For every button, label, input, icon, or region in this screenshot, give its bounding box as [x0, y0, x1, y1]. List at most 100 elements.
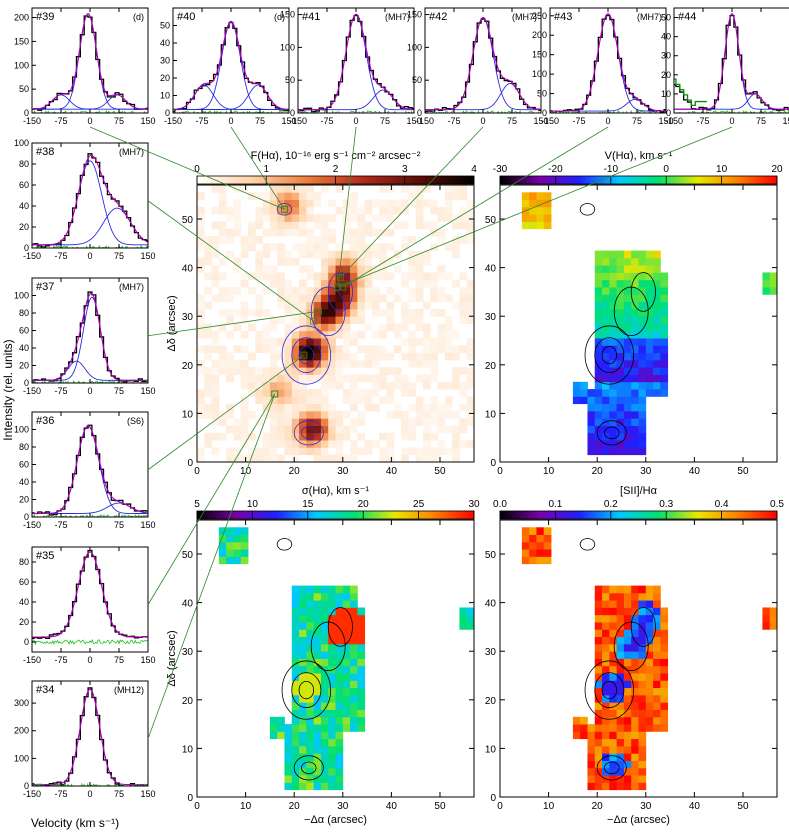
aperture-box	[336, 273, 344, 281]
observed-profile	[32, 687, 148, 786]
y-tick-label: 200	[14, 13, 29, 23]
y-tick-label: 100	[14, 753, 29, 763]
y-tick-label: 100	[532, 69, 547, 79]
x-tick-label: 75	[380, 116, 390, 126]
x-tick-label: 40	[689, 466, 701, 477]
y-tick-label: 30	[160, 56, 170, 66]
spectrum-panel: -150 -75 0 75 150 0 20 40 60 80 100 #36 (S6)	[14, 411, 156, 530]
spectrum-frame	[31, 7, 149, 114]
x-tick-label: 0	[729, 116, 734, 126]
y-tick-label: 40	[485, 264, 497, 275]
x-tick-label: 0	[497, 466, 503, 477]
y-tick-label: 60	[19, 326, 29, 336]
map-title: V(Hα), km s⁻¹	[605, 150, 673, 162]
x-tick-label: 150	[281, 116, 296, 126]
panel-id: #44	[678, 11, 696, 23]
x-tick-label: 0	[353, 116, 358, 126]
contour	[291, 672, 322, 708]
map-panel: 0 10 20 30 40 50 0 10 20 30 40 50 −Δα (arcsec) Δδ (ar…	[166, 485, 480, 826]
colorbar-tick-label: 2	[333, 164, 339, 175]
map-panel: 0 10 20 30 40 50 0 10 20 30 40 50 -30 -20 -10 0 10 20 V(Hα…	[485, 150, 783, 477]
colorbar-tick-label: 30	[468, 499, 480, 510]
y-tick-label: 10	[661, 89, 671, 99]
contour	[579, 203, 596, 216]
x-tick-label: 0	[497, 801, 503, 812]
colorbar-tick-label: 0.2	[604, 499, 618, 510]
x-tick-label: 75	[114, 116, 124, 126]
fit-component	[32, 551, 148, 638]
panel-tag: (MH7)	[385, 12, 410, 22]
x-tick-label: 150	[140, 251, 155, 261]
contour	[281, 660, 332, 720]
panel-id: #40	[177, 11, 195, 23]
contour	[327, 607, 353, 647]
spectrum-panel: -150 -75 0 75 150 0 20 40 60 80 #35	[19, 546, 156, 665]
spectrum-panel: -150 -75 0 75 150 0 20 40 60 80 100 #37 (MH7)	[14, 277, 156, 396]
y-tick-label: 80	[19, 442, 29, 452]
x-tick-label: 150	[140, 116, 155, 126]
x-tick-label: 0	[480, 116, 485, 126]
contour	[604, 761, 620, 775]
map-frame	[499, 519, 778, 798]
x-tick-label: 10	[240, 466, 252, 477]
colorbar	[499, 175, 778, 185]
colorbar-tick-label: 10	[247, 499, 259, 510]
y-tick-label: 0	[24, 243, 29, 253]
y-tick-label: 80	[19, 308, 29, 318]
x-tick-label: 0	[87, 655, 92, 665]
y-tick-label: 10	[485, 744, 497, 755]
x-tick-label: 50	[737, 801, 749, 812]
fit-total	[32, 551, 148, 638]
y-tick-label: 40	[485, 599, 497, 610]
panel-id: #41	[302, 11, 320, 23]
observed-profile	[32, 424, 148, 516]
contour	[276, 538, 293, 551]
x-tick-label: 75	[114, 655, 124, 665]
y-tick-label: 0	[24, 512, 29, 522]
observed-profile	[298, 14, 414, 113]
x-tick-label: 75	[632, 116, 642, 126]
y-tick-label: 80	[19, 557, 29, 567]
contour	[276, 203, 293, 216]
global-x-label: Velocity (km s⁻¹)	[31, 816, 119, 830]
x-tick-label: -75	[54, 520, 67, 530]
contour	[584, 325, 635, 385]
map-pixels	[521, 192, 778, 456]
residual	[32, 514, 148, 517]
contour	[601, 345, 618, 365]
y-tick-label: 50	[19, 84, 29, 94]
panel-id: #38	[36, 146, 54, 158]
y-tick-label: 0	[187, 458, 193, 469]
fit-total	[32, 688, 148, 786]
x-tick-label: -150	[23, 251, 41, 261]
y-tick-label: 40	[19, 477, 29, 487]
x-tick-label: 75	[756, 116, 766, 126]
x-tick-label: 50	[434, 466, 446, 477]
x-tick-label: 150	[140, 520, 155, 530]
y-tick-label: 40	[182, 599, 194, 610]
y-tick-label: 100	[14, 138, 29, 148]
map-panel: 0 10 20 30 40 50 0 10 20 30 40 50 Δδ (arcsec) 0 1 2 3 4 F(…	[166, 150, 477, 477]
x-tick-label: 0	[87, 386, 92, 396]
panel-id: #36	[36, 415, 54, 427]
y-tick-label: 10	[182, 409, 194, 420]
y-tick-label: 100	[14, 425, 29, 435]
fit-component	[32, 160, 148, 246]
contour	[584, 660, 635, 720]
spectrum-frame	[172, 7, 290, 114]
y-tick-label: 20	[160, 73, 170, 83]
x-tick-label: -150	[23, 789, 41, 799]
fit-total	[425, 16, 541, 111]
y-tick-label: 40	[19, 201, 29, 211]
x-tick-label: 50	[737, 466, 749, 477]
contour	[281, 325, 332, 385]
fit-component	[32, 296, 148, 381]
x-tick-label: -75	[54, 386, 67, 396]
connector-line	[340, 126, 484, 278]
fit-component	[32, 688, 148, 786]
x-axis-label: −Δα (arcsec)	[304, 814, 367, 826]
x-tick-label: 0	[228, 116, 233, 126]
fit-component	[298, 14, 414, 111]
